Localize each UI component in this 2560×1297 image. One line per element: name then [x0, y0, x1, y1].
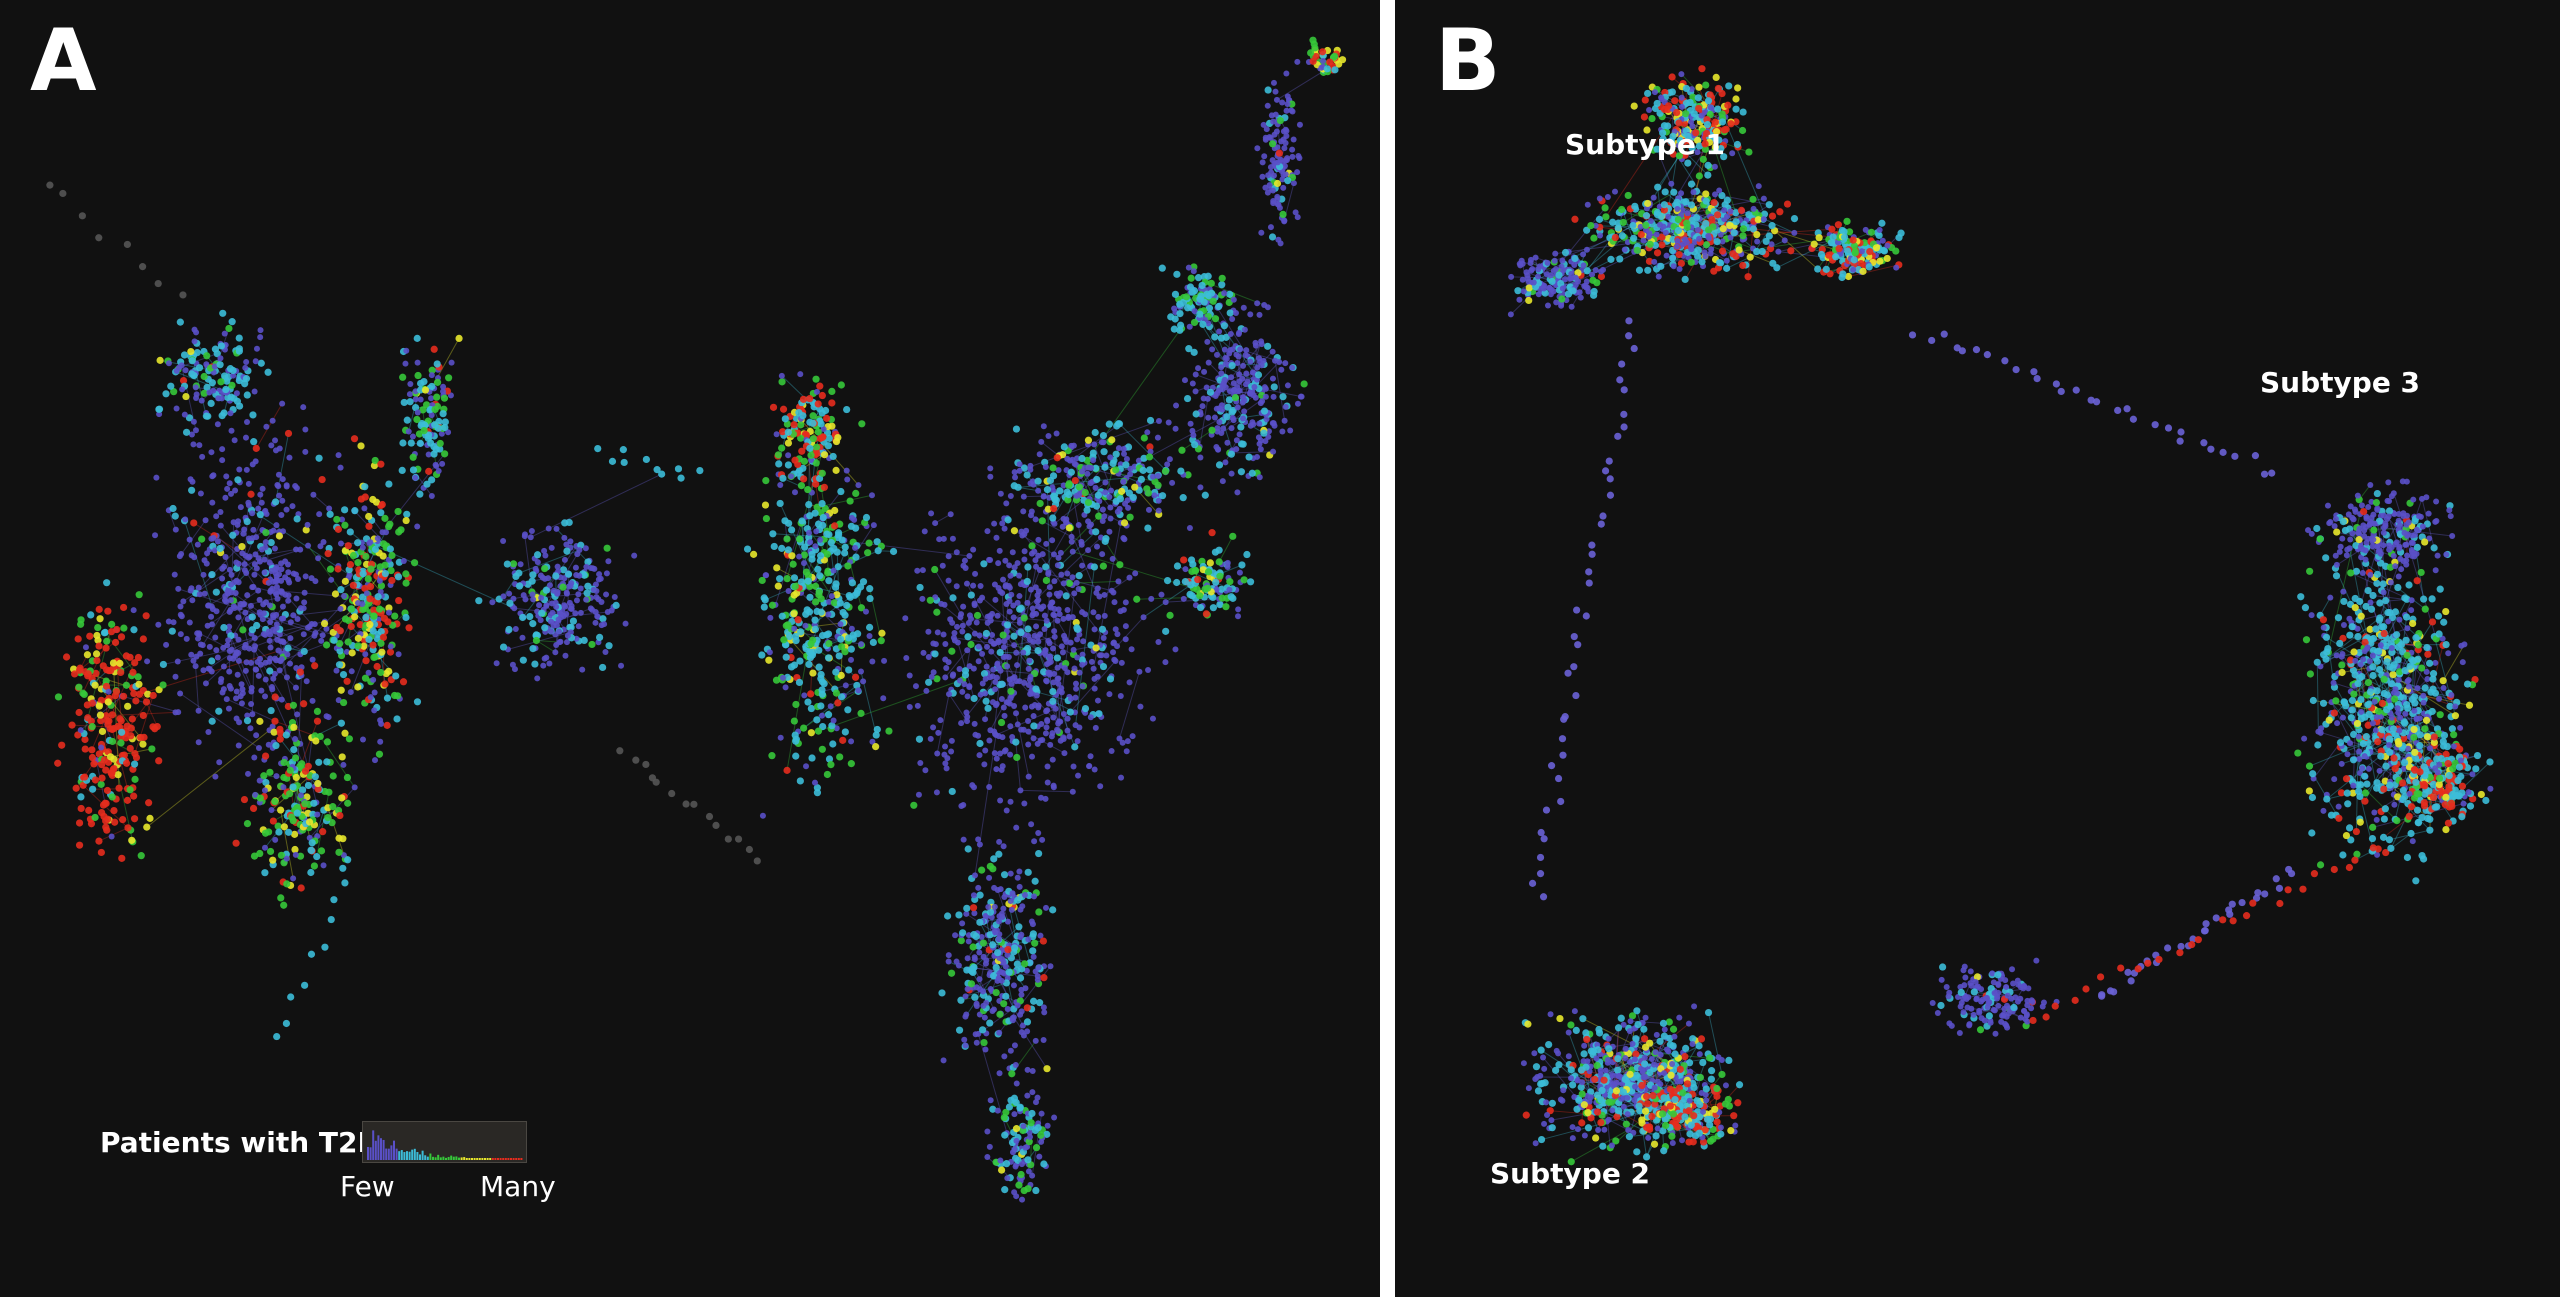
- legend-histogram-bar: [432, 1156, 434, 1160]
- legend-histogram-bar: [387, 1148, 390, 1160]
- subtype-2-label: Subtype 2: [1490, 1157, 1651, 1190]
- legend-histogram-bar: [471, 1158, 473, 1160]
- legend-histogram-bar: [489, 1158, 492, 1160]
- legend-histogram-bar: [517, 1158, 520, 1160]
- legend-histogram-bar: [491, 1158, 494, 1160]
- legend-histogram-bar: [377, 1135, 380, 1160]
- legend-histogram-bar: [434, 1157, 437, 1160]
- legend-histogram-bar: [515, 1158, 518, 1160]
- legend-histogram-bar: [473, 1158, 476, 1160]
- legend-histogram-bar: [400, 1150, 403, 1160]
- legend-histogram-bar: [512, 1158, 515, 1160]
- subtype-3-label: Subtype 3: [2260, 366, 2421, 399]
- legend-histogram-bar: [421, 1150, 424, 1160]
- legend-histogram-bar: [510, 1158, 512, 1160]
- legend-histogram-bar: [486, 1158, 489, 1160]
- legend-low-label: Few: [340, 1170, 395, 1203]
- legend-histogram-bar: [458, 1157, 460, 1160]
- legend-histogram-bar: [424, 1155, 427, 1160]
- panel-b: B Subtype 1 Subtype 3 Subtype 2: [1395, 0, 2560, 1297]
- legend-histogram-bar: [426, 1156, 429, 1160]
- legend-histogram-bar: [497, 1158, 499, 1160]
- legend-histogram-bar: [374, 1140, 377, 1160]
- legend-histogram-bar: [367, 1146, 369, 1160]
- legend-histogram-bar: [382, 1139, 385, 1160]
- legend-histogram-bar: [403, 1152, 406, 1160]
- legend-histogram-bar: [468, 1158, 471, 1160]
- legend-histogram-bar: [413, 1148, 416, 1160]
- legend-histogram-bar: [520, 1158, 523, 1160]
- legend-high-label: Many: [480, 1170, 556, 1203]
- legend-title: Patients with T2D: [100, 1126, 381, 1159]
- panel-a: A Patients with T2D Few Many: [0, 0, 1380, 1297]
- legend-histogram-bar: [455, 1156, 458, 1160]
- legend-histogram-bar: [507, 1158, 510, 1160]
- legend-histogram-bar: [408, 1151, 411, 1160]
- legend-histogram-bar: [476, 1158, 479, 1160]
- graph-a-nodes: [46, 36, 1347, 1203]
- legend-histogram-bar: [416, 1151, 419, 1160]
- legend-histogram-bar: [419, 1154, 421, 1160]
- legend-histogram-bar: [398, 1151, 401, 1160]
- legend-histogram-bar: [452, 1156, 455, 1160]
- legend-histogram-bar: [499, 1158, 502, 1160]
- legend-histogram-bar: [447, 1156, 450, 1160]
- legend-histogram-bar: [390, 1145, 393, 1160]
- legend-histogram-bar: [504, 1158, 507, 1160]
- legend-histogram-bar: [465, 1158, 468, 1160]
- subtype-1-label: Subtype 1: [1565, 128, 1726, 161]
- legend-color-histogram: [362, 1121, 527, 1163]
- legend-histogram-bar: [369, 1147, 372, 1160]
- legend-histogram-bar: [450, 1155, 453, 1160]
- legend-histogram-bar: [437, 1154, 440, 1160]
- legend-histogram-bar: [439, 1157, 442, 1160]
- graph-b-nodes: [1507, 65, 2494, 1166]
- legend-histogram-bar: [372, 1130, 375, 1160]
- legend-histogram-bar: [411, 1149, 414, 1160]
- legend-histogram-bar: [406, 1151, 408, 1160]
- legend-histogram-bar: [442, 1156, 445, 1160]
- legend-histogram-bar: [460, 1157, 463, 1160]
- network-graph-b: [1507, 65, 2494, 1166]
- legend-histogram-bar: [385, 1148, 388, 1160]
- legend-histogram-bar: [395, 1148, 398, 1160]
- network-graph-a: [46, 36, 1347, 1203]
- legend-histogram-bar: [445, 1157, 447, 1160]
- legend-histogram-bar: [380, 1138, 382, 1160]
- panel-divider: [1380, 0, 1395, 1297]
- panel-label-a: A: [30, 11, 97, 111]
- panel-label-b: B: [1435, 11, 1501, 111]
- legend-histogram-bar: [478, 1158, 481, 1160]
- legend-histogram-bar: [502, 1158, 505, 1160]
- legend-histogram-bar: [484, 1158, 486, 1160]
- legend-histogram-bar: [494, 1158, 497, 1160]
- legend-histogram-bar: [429, 1153, 432, 1160]
- legend-histogram-bar: [393, 1140, 395, 1160]
- legend-histogram-bar: [463, 1157, 466, 1160]
- legend-histogram-bar: [481, 1158, 484, 1160]
